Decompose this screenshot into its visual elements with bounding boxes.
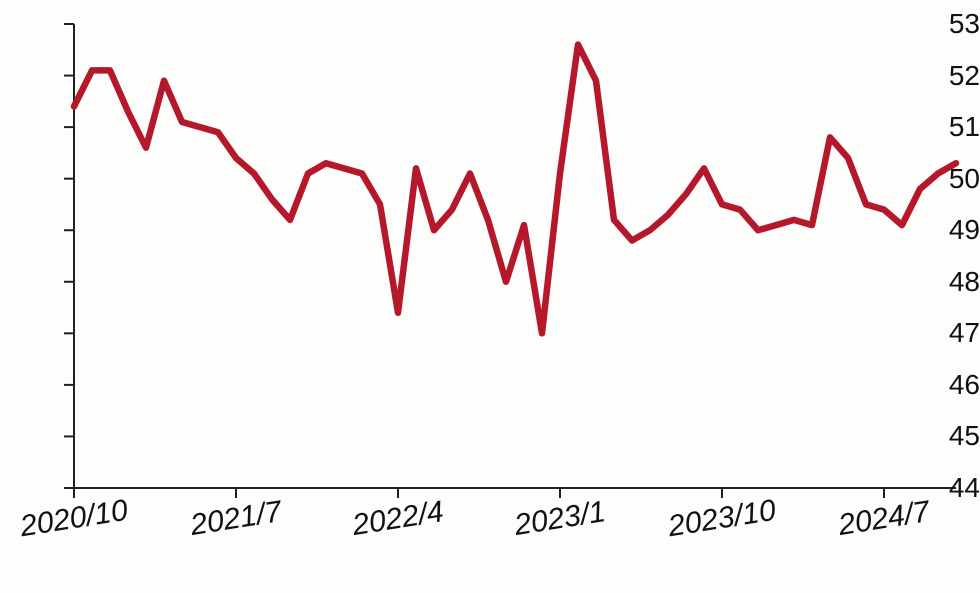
y-tick-label: 45: [924, 420, 980, 452]
y-tick-label: 44: [924, 472, 980, 504]
y-tick-label: 51: [924, 111, 980, 143]
y-tick-label: 49: [924, 214, 980, 246]
y-tick-label: 48: [924, 266, 980, 298]
y-tick-label: 52: [924, 60, 980, 92]
y-tick-label: 47: [924, 317, 980, 349]
y-tick-label: 46: [924, 369, 980, 401]
chart-canvas: [0, 0, 980, 593]
y-tick-label: 50: [924, 163, 980, 195]
y-tick-label: 53: [924, 8, 980, 40]
line-chart: 44454647484950515253 2020/102021/72022/4…: [0, 0, 980, 593]
